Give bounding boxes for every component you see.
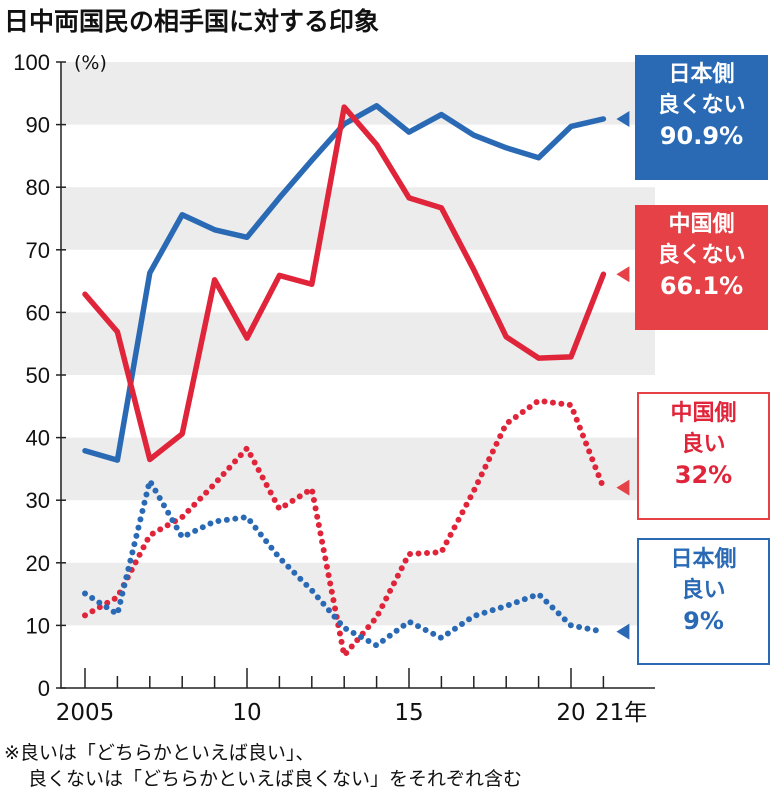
label-value: 66.1% — [659, 272, 744, 300]
label-line1: 日本側 — [668, 62, 735, 87]
y-tick-label: 70 — [26, 238, 50, 263]
y-tick-label: 0 — [38, 676, 50, 701]
x-tick-label: 10 — [232, 700, 261, 726]
label-japan-unfavorable: 日本側 良くない 90.9% — [635, 55, 768, 180]
label-value: 90.9% — [659, 122, 744, 150]
label-china-favorable: 中国側 良い 32% — [637, 392, 770, 520]
series-line-2 — [82, 397, 607, 659]
label-china-unfavorable: 中国側 良くない 66.1% — [635, 205, 768, 330]
y-tick-label: 90 — [26, 113, 50, 138]
label-line1: 中国側 — [668, 212, 735, 237]
label-line2: 良くない — [657, 93, 746, 118]
pointer-arrow — [616, 266, 630, 283]
pointer-arrow — [616, 479, 630, 496]
x-tick-label: 21年 — [595, 700, 647, 726]
series-line-1 — [82, 104, 607, 463]
y-tick-label: 100 — [13, 50, 50, 75]
label-line2: 良い — [681, 578, 726, 603]
y-tick-label: 80 — [26, 175, 50, 200]
y-tick-label: 40 — [26, 426, 50, 451]
label-line1: 中国側 — [670, 401, 737, 426]
label-line1: 日本側 — [670, 547, 737, 572]
label-line2: 良くない — [657, 243, 746, 268]
x-tick-label: 2005 — [56, 700, 115, 726]
y-axis-unit: (%) — [74, 52, 107, 74]
pointer-arrow — [616, 623, 630, 640]
grid-band — [60, 312, 655, 375]
x-tick-label: 20 — [556, 700, 585, 726]
footnote-line-1: ※良いは「どちらかといえば良い」、 — [4, 742, 315, 764]
grid-band — [60, 187, 655, 250]
label-value: 32% — [674, 461, 733, 489]
label-value: 9% — [683, 607, 724, 635]
label-japan-favorable: 日本側 良い 9% — [637, 538, 770, 665]
grid-band — [60, 562, 655, 626]
grid-band — [60, 437, 655, 501]
label-line2: 良い — [681, 432, 726, 457]
y-tick-label: 50 — [26, 363, 50, 388]
footnote-line-2: 良くないは「どちらかといえば良くない」をそれぞれ含む — [28, 768, 523, 790]
chart-title: 日中両国民の相手国に対する印象 — [4, 7, 380, 36]
pointer-arrow — [616, 110, 630, 127]
y-tick-label: 30 — [26, 488, 50, 513]
x-tick-label: 15 — [394, 700, 423, 726]
y-tick-label: 20 — [26, 551, 50, 576]
series-line-0 — [82, 103, 607, 463]
y-tick-label: 10 — [26, 613, 50, 638]
y-tick-label: 60 — [26, 300, 50, 325]
